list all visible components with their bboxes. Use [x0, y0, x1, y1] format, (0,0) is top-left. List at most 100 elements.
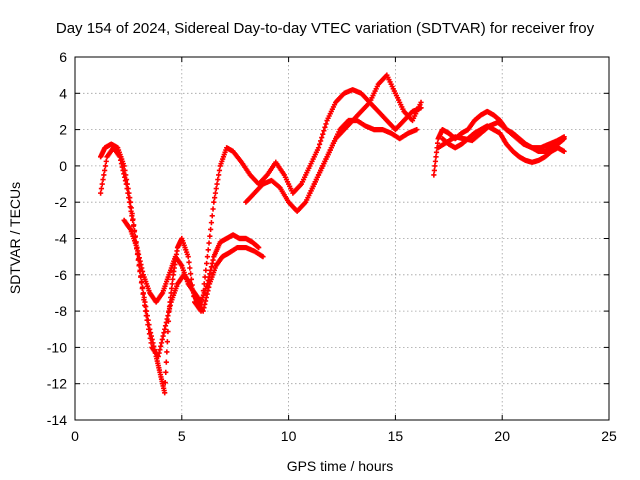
data-point [202, 301, 208, 307]
data-point [134, 244, 140, 251]
data-point [144, 317, 150, 323]
data-point [216, 167, 223, 174]
data-point [139, 285, 145, 292]
data-point [208, 226, 214, 233]
data-point [135, 251, 142, 257]
data-point [160, 333, 166, 339]
x-axis-ticks: 0 5 10 15 20 25 [71, 57, 617, 444]
data-point [211, 199, 217, 205]
data-point [212, 195, 218, 201]
x-tick-label: 20 [494, 428, 510, 444]
data-point [162, 323, 169, 329]
x-tick-label: 25 [601, 428, 617, 444]
data-point [98, 190, 104, 196]
data-point [432, 163, 438, 169]
data-point [146, 331, 153, 337]
data-point [216, 172, 222, 178]
data-series [98, 72, 424, 396]
data-points [98, 72, 567, 396]
x-axis-label: GPS time / hours [287, 458, 394, 474]
data-point [126, 199, 133, 205]
data-point [142, 302, 148, 309]
data-point [561, 134, 567, 140]
data-point [163, 359, 169, 365]
data-point [138, 261, 144, 268]
data-point [210, 206, 216, 212]
data-point [206, 240, 212, 246]
data-point [213, 185, 219, 192]
y-tick-label: -6 [55, 267, 68, 283]
x-tick-label: 15 [388, 428, 404, 444]
data-point [204, 291, 210, 297]
data-point [159, 336, 165, 343]
data-point [204, 260, 210, 267]
data-point [318, 138, 324, 144]
y-tick-label: -14 [47, 412, 67, 428]
data-point [137, 258, 143, 264]
data-point [414, 127, 420, 133]
data-point [162, 390, 168, 396]
data-point [145, 322, 151, 328]
data-point [148, 340, 154, 346]
data-point [169, 281, 175, 287]
data-point [102, 167, 108, 174]
x-tick-label: 10 [281, 428, 297, 444]
data-point [187, 265, 193, 271]
data-point [146, 326, 152, 332]
data-point [208, 264, 215, 270]
data-point [210, 257, 216, 263]
data-point [165, 313, 171, 319]
data-point [139, 265, 145, 271]
data-point [316, 141, 323, 147]
y-tick-label: -4 [55, 231, 68, 247]
data-point [163, 369, 169, 375]
data-point [164, 339, 170, 345]
data-point [207, 233, 213, 239]
data-point [141, 297, 147, 303]
data-point [206, 274, 212, 280]
data-point [418, 105, 424, 111]
data-point [142, 308, 149, 314]
data-point [102, 163, 109, 169]
data-point [209, 213, 215, 219]
data-point [127, 204, 133, 210]
data-point [163, 319, 169, 326]
data-point [203, 267, 209, 273]
data-point [204, 254, 211, 260]
grid [74, 56, 610, 421]
y-tick-label: -2 [55, 194, 68, 210]
data-point [121, 171, 127, 177]
y-tick-label: 6 [59, 49, 67, 65]
data-point [120, 167, 126, 174]
data-point [161, 330, 167, 336]
data-point [122, 178, 129, 184]
data-point [561, 148, 567, 154]
y-axis-ticks: -14 -12 -10 -8 -6 -4 -2 0 2 4 6 [47, 49, 609, 428]
data-point [186, 259, 192, 265]
data-point [205, 277, 211, 284]
data-point [101, 172, 107, 178]
data-point [157, 347, 163, 353]
data-point [208, 267, 214, 273]
data-point [321, 128, 327, 134]
data-point [207, 271, 213, 277]
y-axis-label: SDTVAR / TECUs [7, 182, 23, 294]
data-point [124, 185, 130, 192]
data-point [128, 208, 134, 214]
data-point [170, 276, 176, 282]
data-point [166, 309, 172, 315]
x-tick-label: 5 [178, 428, 186, 444]
data-point [130, 223, 137, 229]
data-point [260, 254, 266, 260]
data-point [125, 190, 131, 196]
data-point [98, 185, 105, 192]
data-point [418, 99, 424, 105]
data-series [307, 99, 424, 196]
data-point [136, 255, 142, 261]
data-point [138, 280, 145, 286]
data-point [123, 181, 129, 187]
data-point [215, 176, 221, 183]
data-point [432, 158, 439, 164]
data-point [209, 260, 215, 267]
